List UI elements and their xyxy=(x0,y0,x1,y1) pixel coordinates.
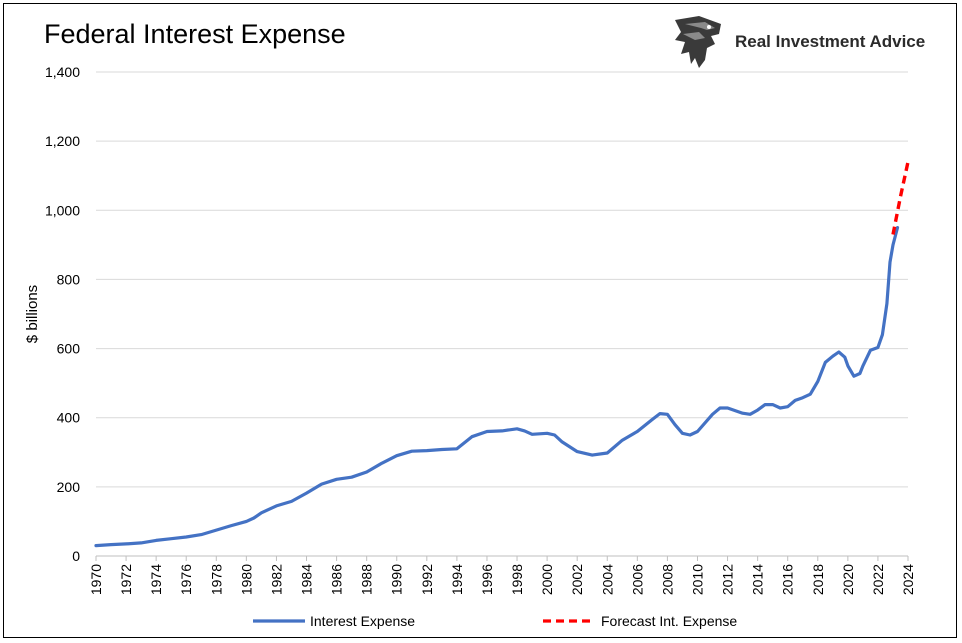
y-tick-label: 1,000 xyxy=(45,202,80,218)
x-tick-label: 1978 xyxy=(208,564,224,595)
y-tick-label: 200 xyxy=(57,479,81,495)
y-axis-ticks: 0 200 400 600 800 1,000 1,200 1,400 xyxy=(45,64,80,564)
x-tick-label: 1972 xyxy=(118,564,134,595)
brand-name: Real Investment Advice xyxy=(735,32,926,51)
x-axis-ticks: 1970 1972 1974 1976 1978 1980 1982 1984 1986 1988… xyxy=(88,556,916,595)
x-tick-label: 1988 xyxy=(359,564,375,595)
x-tick-label: 1990 xyxy=(389,564,405,595)
brand-logo: Real Investment Advice xyxy=(671,14,941,70)
x-tick-label: 2010 xyxy=(689,564,705,595)
series-line-interest-expense xyxy=(94,226,900,548)
y-tick-label: 400 xyxy=(57,410,81,426)
y-tick-label: 1,200 xyxy=(45,133,80,149)
x-tick-label: 1994 xyxy=(449,564,465,595)
legend-label: Interest Expense xyxy=(310,613,415,629)
legend: Interest Expense Forecast Int. Expense xyxy=(253,613,737,629)
y-tick-label: 600 xyxy=(57,341,81,357)
y-tick-label: 800 xyxy=(57,271,81,287)
x-tick-label: 2018 xyxy=(810,564,826,595)
x-tick-label: 2000 xyxy=(539,564,555,595)
x-tick-label: 1970 xyxy=(88,564,104,595)
x-tick-label: 1984 xyxy=(299,564,315,595)
x-tick-label: 2008 xyxy=(659,564,675,595)
legend-label: Forecast Int. Expense xyxy=(601,613,737,629)
series-lines xyxy=(94,161,910,548)
x-tick-label: 1998 xyxy=(509,564,525,595)
x-tick-label: 1986 xyxy=(329,564,345,595)
chart-title: Federal Interest Expense xyxy=(44,19,346,49)
x-tick-label: 2022 xyxy=(870,564,886,595)
series-line-forecast-int-expense xyxy=(891,161,910,235)
x-tick-label: 1980 xyxy=(238,564,254,595)
x-tick-label: 2014 xyxy=(750,564,766,595)
y-tick-label: 0 xyxy=(72,548,80,564)
x-tick-label: 1974 xyxy=(148,564,164,595)
y-axis-label: $ billions xyxy=(24,285,41,343)
x-tick-label: 2020 xyxy=(840,564,856,595)
x-tick-label: 1976 xyxy=(178,564,194,595)
x-tick-label: 1996 xyxy=(479,564,495,595)
chart-frame xyxy=(3,3,957,638)
eagle-logo-icon xyxy=(675,16,721,68)
y-tick-label: 1,400 xyxy=(45,64,80,80)
x-tick-label: 2016 xyxy=(780,564,796,595)
x-tick-label: 2002 xyxy=(569,564,585,595)
x-tick-label: 1992 xyxy=(419,564,435,595)
x-tick-label: 2006 xyxy=(629,564,645,595)
x-tick-label: 2012 xyxy=(720,564,736,595)
x-tick-label: 2004 xyxy=(599,564,615,595)
gridlines xyxy=(96,71,908,557)
x-tick-label: 2024 xyxy=(900,564,916,595)
x-tick-label: 1982 xyxy=(268,564,284,595)
